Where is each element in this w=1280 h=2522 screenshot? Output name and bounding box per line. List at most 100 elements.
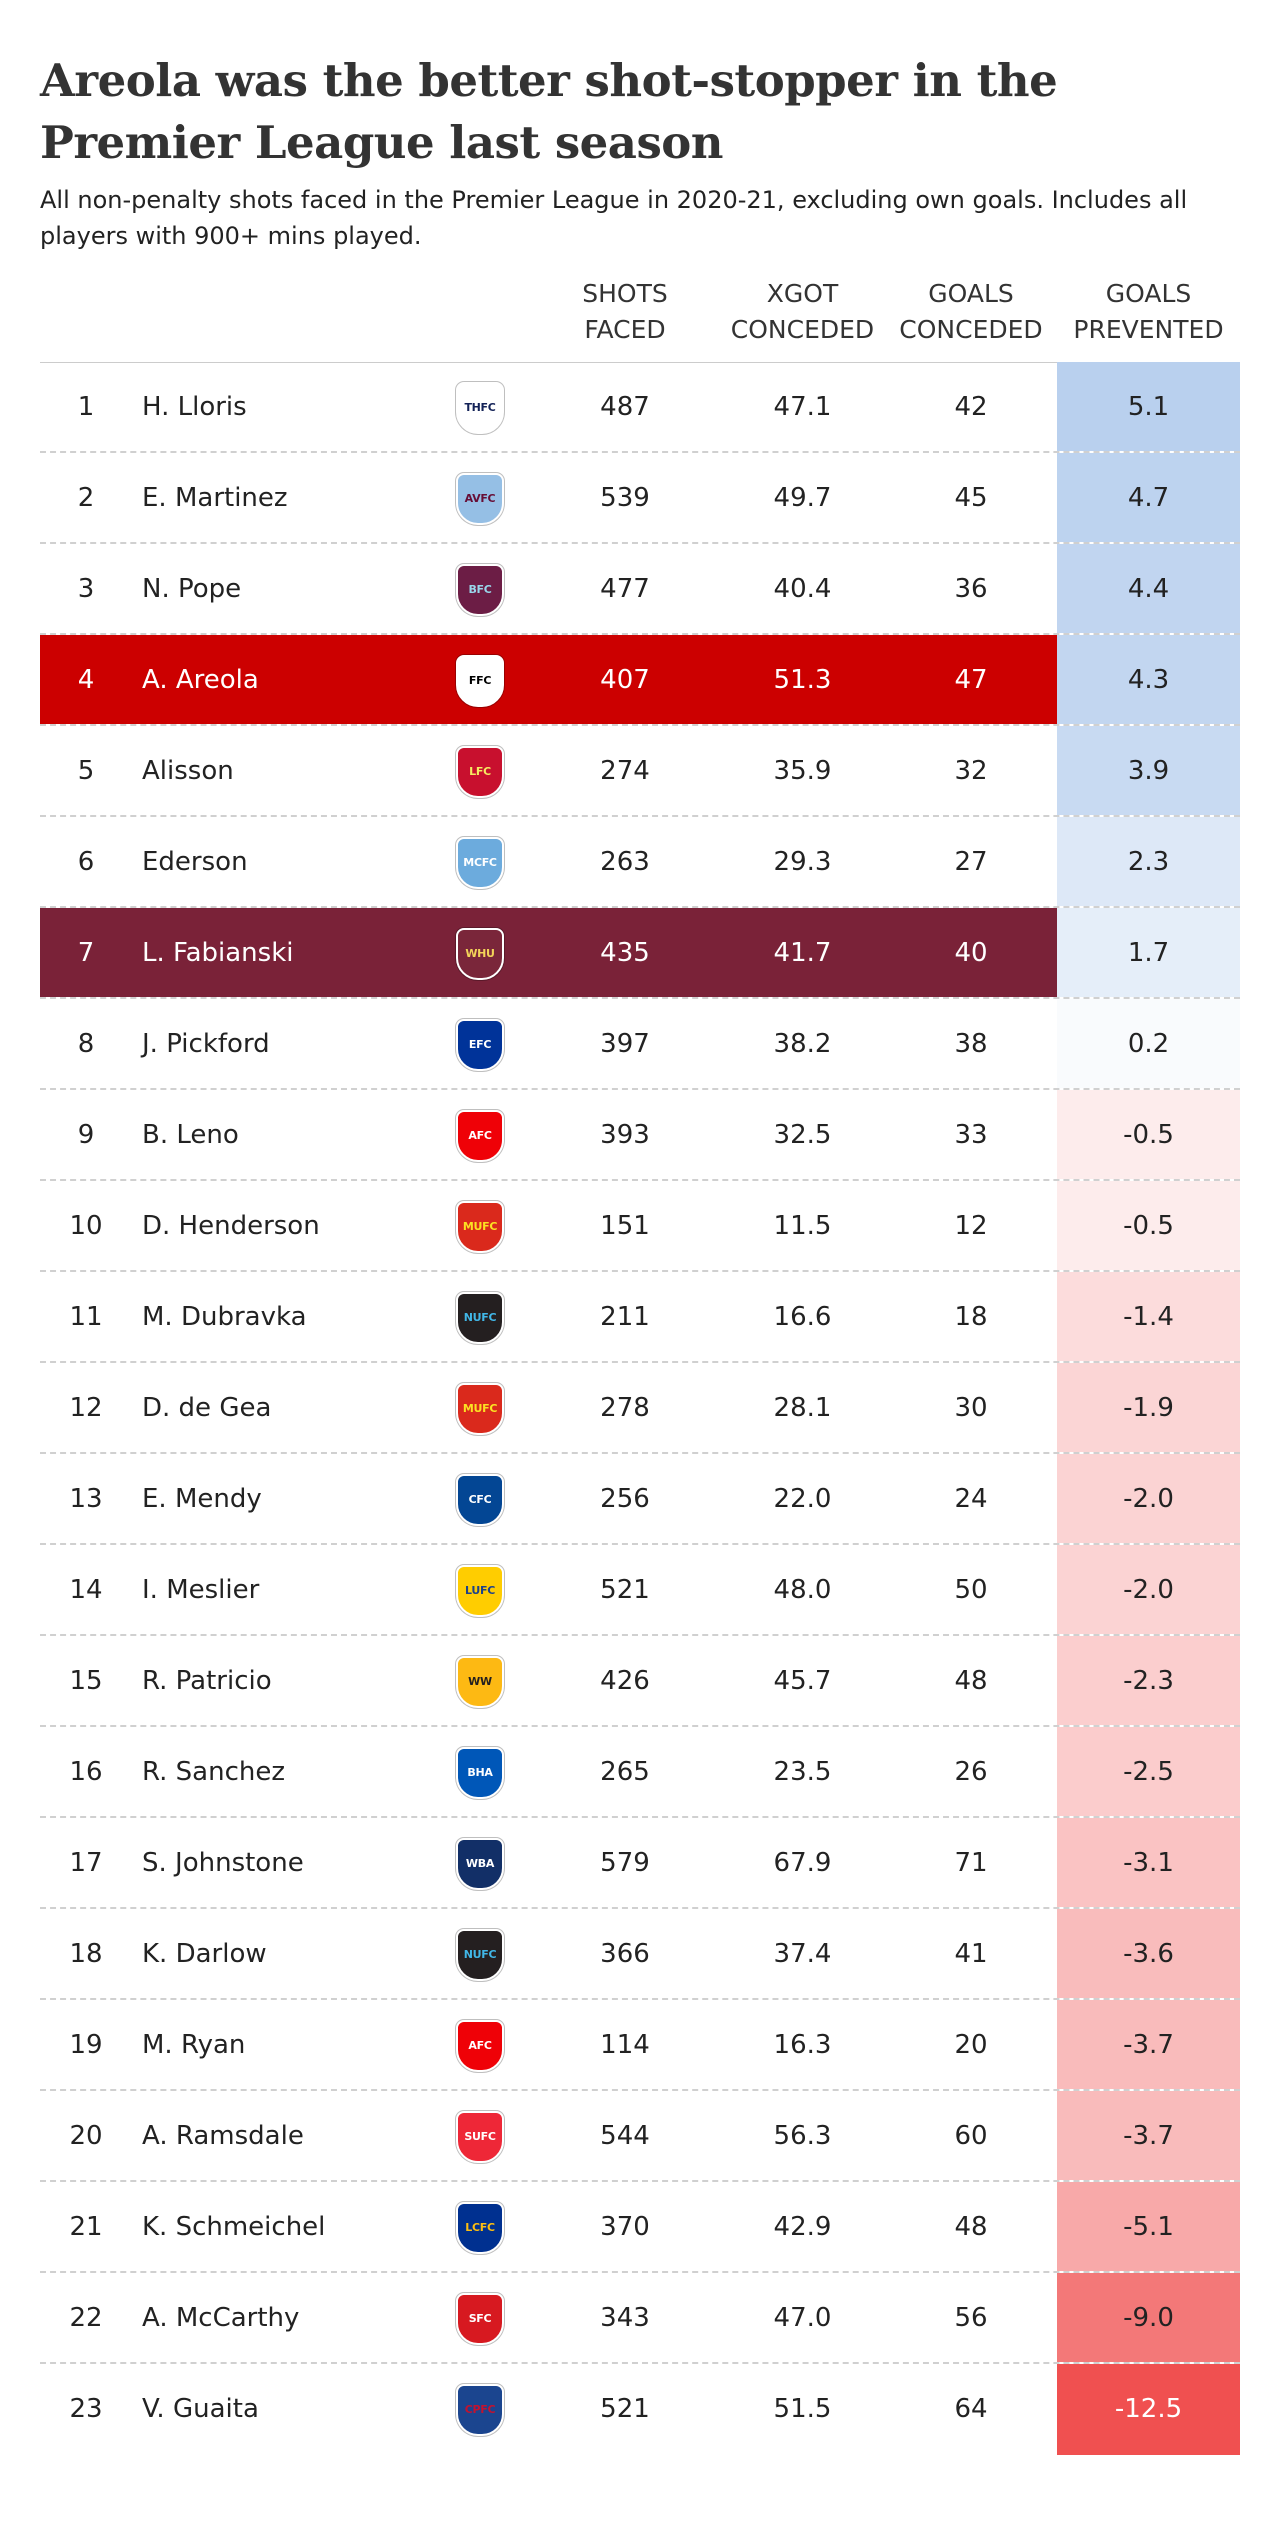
sheffield-united-crest-icon: SUFC (456, 2110, 504, 2163)
table-row: 19 M. Ryan AFC 114 16.3 20 -3.7 (40, 2000, 1240, 2091)
crystal-palace-crest-icon: CPFC (456, 2383, 504, 2436)
table-row: 11 M. Dubravka NUFC 211 16.6 18 -1.4 (40, 1272, 1240, 1363)
rank-cell: 12 (69, 1393, 103, 1423)
xgot-conceded-cell: 49.7 (773, 483, 832, 513)
goals-prevented-shading (1057, 2000, 1240, 2089)
xgot-conceded-cell: 22.0 (773, 1484, 832, 1514)
rank-cell: 7 (77, 938, 95, 968)
newcastle-crest-icon: NUFC (456, 1928, 504, 1981)
player-name-cell: R. Sanchez (142, 1757, 285, 1787)
club-crest-cell: CFC (430, 1454, 530, 1545)
player-name-cell: E. Martinez (142, 483, 288, 513)
west-ham-crest-icon: WHU (456, 927, 504, 980)
rank-cell: 22 (69, 2303, 103, 2333)
goals-prevented-cell: 3.9 (1127, 756, 1170, 786)
goals-prevented-cell: -2.0 (1123, 1575, 1174, 1605)
xgot-conceded-cell: 41.7 (773, 938, 832, 968)
goals-prevented-shading (1057, 1636, 1240, 1725)
goals-prevented-cell: -0.5 (1123, 1120, 1174, 1150)
shots-faced-cell: 539 (600, 483, 650, 513)
rank-cell: 19 (69, 2030, 103, 2060)
club-crest-cell: MCFC (430, 817, 530, 908)
goals-prevented-shading (1057, 1181, 1240, 1270)
rank-cell: 20 (69, 2121, 103, 2151)
shots-faced-cell: 521 (600, 2394, 650, 2424)
club-crest-cell: MUFC (430, 1181, 530, 1272)
goals-prevented-cell: 0.2 (1127, 1029, 1170, 1059)
goals-prevented-cell: -2.5 (1123, 1757, 1174, 1787)
club-crest-cell: THFC (430, 362, 530, 453)
southampton-crest-icon: SFC (456, 2292, 504, 2345)
goals-conceded-cell: 42 (954, 392, 988, 422)
leeds-crest-icon: LUFC (456, 1564, 504, 1617)
shots-faced-cell: 278 (600, 1393, 650, 1423)
club-crest-cell: CPFC (430, 2364, 530, 2455)
xgot-conceded-cell: 51.5 (773, 2394, 832, 2424)
club-crest-cell: NUFC (430, 1909, 530, 2000)
goals-prevented-shading (1057, 1818, 1240, 1907)
goals-conceded-cell: 38 (954, 1029, 988, 1059)
club-crest-cell: WHU (430, 908, 530, 999)
table-row: 9 B. Leno AFC 393 32.5 33 -0.5 (40, 1090, 1240, 1181)
shots-faced-cell: 343 (600, 2303, 650, 2333)
rank-cell: 15 (69, 1666, 103, 1696)
goals-conceded-cell: 20 (954, 2030, 988, 2060)
xgot-conceded-cell: 40.4 (773, 574, 832, 604)
goals-prevented-shading (1057, 1727, 1240, 1816)
goals-prevented-shading (1057, 908, 1240, 997)
shots-faced-cell: 265 (600, 1757, 650, 1787)
goals-prevented-shading (1057, 1454, 1240, 1543)
xgot-conceded-cell: 35.9 (773, 756, 832, 786)
shots-faced-cell: 256 (600, 1484, 650, 1514)
xgot-conceded-cell: 47.1 (773, 392, 832, 422)
club-crest-cell: WW (430, 1636, 530, 1727)
xgot-conceded-cell: 28.1 (773, 1393, 832, 1423)
rank-cell: 9 (77, 1120, 95, 1150)
club-crest-cell: LFC (430, 726, 530, 817)
club-crest-cell: SUFC (430, 2091, 530, 2182)
shots-faced-cell: 521 (600, 1575, 650, 1605)
rank-cell: 18 (69, 1939, 103, 1969)
manchester-city-crest-icon: MCFC (456, 836, 504, 889)
player-name-cell: R. Patricio (142, 1666, 272, 1696)
shots-faced-cell: 114 (600, 2030, 650, 2060)
goals-prevented-shading (1057, 453, 1240, 542)
col-header-goals-conceded: GOALS CONCEDED (885, 276, 1057, 348)
player-name-cell: Alisson (142, 756, 234, 786)
table-row: 18 K. Darlow NUFC 366 37.4 41 -3.6 (40, 1909, 1240, 2000)
table-row: 20 A. Ramsdale SUFC 544 56.3 60 -3.7 (40, 2091, 1240, 2182)
club-crest-cell: EFC (430, 999, 530, 1090)
goals-prevented-cell: 2.3 (1127, 847, 1170, 877)
goals-conceded-cell: 32 (954, 756, 988, 786)
goals-prevented-cell: 5.1 (1127, 392, 1170, 422)
shots-faced-cell: 426 (600, 1666, 650, 1696)
col-header-line: SHOTS (582, 279, 668, 308)
goals-prevented-cell: -2.3 (1123, 1666, 1174, 1696)
row-highlight-band (40, 908, 1057, 997)
goals-conceded-cell: 60 (954, 2121, 988, 2151)
goals-conceded-cell: 12 (954, 1211, 988, 1241)
goals-prevented-cell: 1.7 (1127, 938, 1170, 968)
player-name-cell: Ederson (142, 847, 248, 877)
table-row: 10 D. Henderson MUFC 151 11.5 12 -0.5 (40, 1181, 1240, 1272)
tottenham-crest-icon: THFC (456, 381, 504, 434)
rank-cell: 16 (69, 1757, 103, 1787)
club-crest-cell: AFC (430, 2000, 530, 2091)
goals-conceded-cell: 26 (954, 1757, 988, 1787)
shots-faced-cell: 370 (600, 2212, 650, 2242)
table-row: 5 Alisson LFC 274 35.9 32 3.9 (40, 726, 1240, 817)
goals-conceded-cell: 24 (954, 1484, 988, 1514)
table-row: 22 A. McCarthy SFC 343 47.0 56 -9.0 (40, 2273, 1240, 2364)
player-name-cell: M. Dubravka (142, 1302, 307, 1332)
player-name-cell: H. Lloris (142, 392, 247, 422)
player-name-cell: D. de Gea (142, 1393, 272, 1423)
goals-prevented-shading (1057, 1272, 1240, 1361)
table-row: 8 J. Pickford EFC 397 38.2 38 0.2 (40, 999, 1240, 1090)
rank-cell: 13 (69, 1484, 103, 1514)
goals-prevented-shading (1057, 544, 1240, 633)
shots-faced-cell: 397 (600, 1029, 650, 1059)
goals-conceded-cell: 71 (954, 1848, 988, 1878)
player-name-cell: E. Mendy (142, 1484, 262, 1514)
goals-prevented-cell: -3.6 (1123, 1939, 1174, 1969)
